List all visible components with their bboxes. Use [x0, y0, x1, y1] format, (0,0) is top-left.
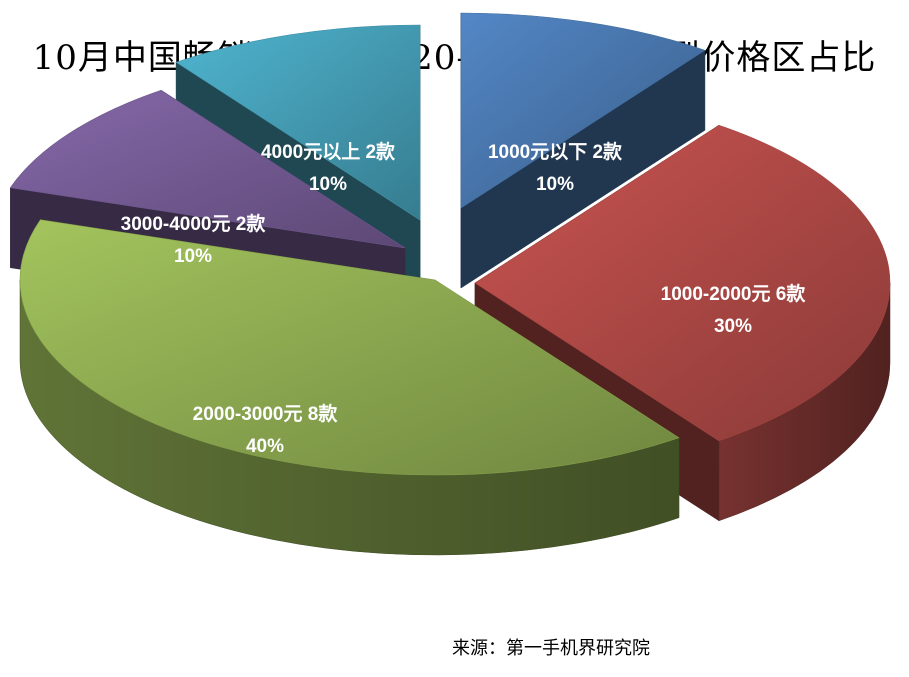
slice-top-faces: [9, 12, 891, 476]
slice-2-top: [474, 124, 891, 442]
slice-5-percent: 10%: [309, 174, 347, 195]
slice-4-percent: 10%: [174, 246, 212, 267]
slice-labels: 1000元以下 2款 10% 1000-2000元 6款 30% 2000-3000元 …: [121, 140, 807, 457]
chart-title: 10月中国畅销手机TOP 20——各上榜机型价格区占比: [32, 38, 877, 78]
slice-4-top: [9, 89, 406, 249]
slice-3-label: 2000-3000元 8款: [193, 402, 339, 425]
slice-2-percent: 30%: [714, 316, 752, 337]
slice-1-label: 1000元以下 2款: [488, 140, 623, 163]
slice-5-label: 4000元以上 2款: [261, 140, 396, 163]
slice-3-percent: 40%: [246, 436, 284, 457]
slice-3-top: [19, 219, 680, 476]
slice-1-percent: 10%: [536, 174, 574, 195]
source-note: 来源：第一手机界研究院: [452, 638, 650, 659]
slice-5-top: [175, 24, 421, 221]
slice-4-label: 3000-4000元 2款: [121, 212, 267, 235]
slice-2-label: 1000-2000元 6款: [661, 282, 807, 305]
slice-1-top: [460, 12, 706, 209]
